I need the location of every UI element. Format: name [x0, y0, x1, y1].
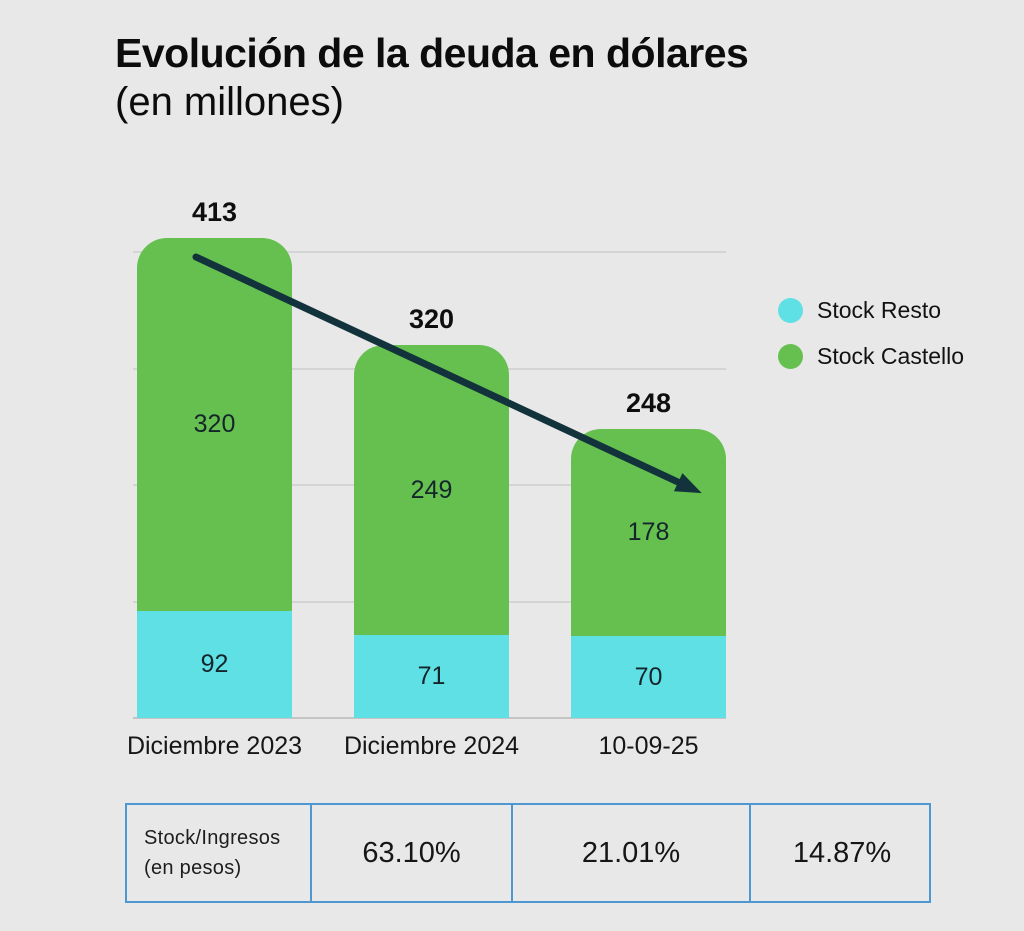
legend-label: Stock Resto	[817, 297, 941, 323]
stacked-bar-2[interactable]: 249 71	[354, 345, 509, 718]
legend-item-stock-castello[interactable]: Stock Castello	[778, 343, 964, 370]
segment-value-label: 320	[193, 409, 236, 438]
stock-ingresos-table: Stock/Ingresos (en pesos) 63.10% 21.01% …	[125, 803, 931, 903]
bar-segment-stock-resto[interactable]: 71	[354, 635, 509, 718]
bar-segment-stock-resto[interactable]: 92	[137, 610, 292, 718]
page-subtitle: (en millones)	[115, 80, 344, 125]
table-header-cell: Stock/Ingresos (en pesos)	[127, 805, 310, 901]
bar-total-label: 413	[191, 197, 238, 228]
bar-chart-plot-area: 320 92 413 Diciembre 2023 249 71 320 Diciembre …	[127, 197, 726, 760]
chart-title-block: Evolución de la deuda en dólares (en mil…	[115, 28, 749, 127]
table-value-dic2023: 63.10%	[310, 805, 511, 901]
page-title: Evolución de la deuda en dólares	[115, 30, 749, 76]
x-axis-label: Diciembre 2024	[343, 732, 520, 760]
x-axis-label: Diciembre 2023	[126, 732, 303, 760]
bar-segment-stock-castello[interactable]: 249	[354, 345, 509, 636]
legend-label: Stock Castello	[817, 343, 965, 369]
stock-castello-swatch-icon	[778, 344, 803, 369]
gridline	[133, 251, 726, 253]
table-header-line2: (en pesos)	[144, 857, 242, 879]
table-value-10-09-25: 14.87%	[749, 805, 933, 901]
table-header-line1: Stock/Ingresos	[144, 827, 281, 849]
bar-segment-stock-castello[interactable]: 178	[571, 429, 726, 637]
stacked-bar-3[interactable]: 178 70	[571, 429, 726, 718]
bar-segment-stock-castello[interactable]: 320	[137, 238, 292, 611]
legend-item-stock-resto[interactable]: Stock Resto	[778, 297, 964, 324]
segment-value-label: 178	[627, 518, 670, 547]
segment-value-label: 92	[200, 649, 229, 678]
table-value-dic2024: 21.01%	[511, 805, 749, 901]
bar-total-label: 248	[625, 388, 672, 419]
bar-segment-stock-resto[interactable]: 70	[571, 636, 726, 718]
x-axis-line	[133, 717, 726, 719]
bar-total-label: 320	[408, 304, 455, 335]
segment-value-label: 70	[634, 662, 663, 691]
segment-value-label: 71	[417, 662, 446, 691]
segment-value-label: 249	[410, 475, 453, 504]
chart-legend: Stock Resto Stock Castello	[778, 297, 964, 389]
stacked-bar-1[interactable]: 320 92	[137, 238, 292, 718]
stock-resto-swatch-icon	[778, 298, 803, 323]
x-axis-label: 10-09-25	[598, 732, 699, 760]
